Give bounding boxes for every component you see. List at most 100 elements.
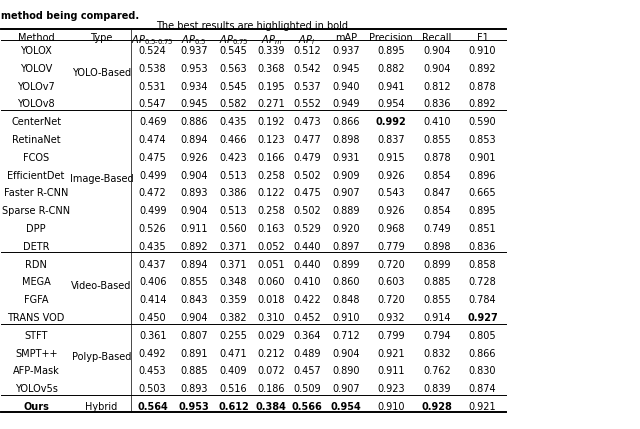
Text: 0.469: 0.469	[139, 117, 166, 127]
Text: 0.529: 0.529	[293, 224, 321, 234]
Text: Ours: Ours	[23, 402, 49, 412]
Text: Recall: Recall	[422, 33, 452, 43]
Text: 0.512: 0.512	[293, 46, 321, 56]
Text: 0.720: 0.720	[378, 260, 405, 269]
Text: The best results are highlighted in bold.: The best results are highlighted in bold…	[156, 21, 351, 30]
Text: 0.547: 0.547	[139, 100, 166, 109]
Text: 0.895: 0.895	[468, 206, 497, 216]
Text: 0.612: 0.612	[218, 402, 249, 412]
Text: 0.255: 0.255	[220, 331, 248, 341]
Text: 0.885: 0.885	[423, 277, 451, 287]
Text: 0.516: 0.516	[220, 384, 248, 394]
Text: YOLOv8: YOLOv8	[17, 100, 55, 109]
Text: 0.992: 0.992	[376, 117, 407, 127]
Text: Type: Type	[90, 33, 113, 43]
Text: 0.437: 0.437	[139, 260, 166, 269]
Text: 0.910: 0.910	[333, 313, 360, 323]
Text: 0.941: 0.941	[378, 82, 405, 91]
Text: 0.440: 0.440	[293, 260, 321, 269]
Text: 0.885: 0.885	[180, 366, 208, 376]
Text: 0.123: 0.123	[257, 135, 285, 145]
Text: 0.475: 0.475	[293, 188, 321, 198]
Text: 0.904: 0.904	[333, 348, 360, 359]
Text: 0.921: 0.921	[378, 348, 405, 359]
Text: 0.051: 0.051	[257, 260, 285, 269]
Text: 0.894: 0.894	[180, 135, 207, 145]
Text: 0.878: 0.878	[468, 82, 497, 91]
Text: 0.060: 0.060	[258, 277, 285, 287]
Text: 0.892: 0.892	[180, 242, 208, 252]
Text: 0.945: 0.945	[180, 100, 208, 109]
Text: 0.907: 0.907	[332, 384, 360, 394]
Text: 0.851: 0.851	[468, 224, 497, 234]
Text: 0.937: 0.937	[332, 46, 360, 56]
Text: 0.832: 0.832	[423, 348, 451, 359]
Text: AFP-Mask: AFP-Mask	[13, 366, 60, 376]
Text: $\mathit{AP}_{0.5}$: $\mathit{AP}_{0.5}$	[181, 33, 207, 47]
Text: 0.855: 0.855	[423, 135, 451, 145]
Text: 0.899: 0.899	[424, 260, 451, 269]
Text: 0.072: 0.072	[257, 366, 285, 376]
Text: F1: F1	[477, 33, 488, 43]
Text: RDN: RDN	[25, 260, 47, 269]
Text: 0.665: 0.665	[468, 188, 497, 198]
Text: 0.896: 0.896	[469, 170, 496, 181]
Text: 0.807: 0.807	[180, 331, 208, 341]
Text: 0.166: 0.166	[258, 153, 285, 163]
Text: 0.186: 0.186	[258, 384, 285, 394]
Text: TRANS VOD: TRANS VOD	[8, 313, 65, 323]
Text: FCOS: FCOS	[23, 153, 49, 163]
Text: 0.472: 0.472	[139, 188, 166, 198]
Text: Image-Based: Image-Based	[70, 175, 133, 184]
Text: 0.509: 0.509	[293, 384, 321, 394]
Text: 0.435: 0.435	[220, 117, 248, 127]
Text: STFT: STFT	[24, 331, 48, 341]
Text: 0.779: 0.779	[378, 242, 405, 252]
Text: 0.052: 0.052	[257, 242, 285, 252]
Text: 0.361: 0.361	[139, 331, 166, 341]
Text: 0.728: 0.728	[468, 277, 497, 287]
Text: 0.560: 0.560	[220, 224, 248, 234]
Text: 0.566: 0.566	[291, 402, 323, 412]
Text: 0.452: 0.452	[293, 313, 321, 323]
Text: 0.310: 0.310	[258, 313, 285, 323]
Text: RetinaNet: RetinaNet	[12, 135, 60, 145]
Text: 0.890: 0.890	[333, 366, 360, 376]
Text: 0.926: 0.926	[378, 206, 405, 216]
Text: 0.258: 0.258	[257, 170, 285, 181]
Text: 0.603: 0.603	[378, 277, 405, 287]
Text: 0.954: 0.954	[378, 100, 405, 109]
Text: 0.858: 0.858	[468, 260, 497, 269]
Text: 0.937: 0.937	[180, 46, 208, 56]
Text: 0.513: 0.513	[220, 170, 248, 181]
Text: 0.836: 0.836	[469, 242, 496, 252]
Text: 0.348: 0.348	[220, 277, 247, 287]
Text: 0.899: 0.899	[333, 260, 360, 269]
Text: 0.953: 0.953	[180, 63, 208, 74]
Text: 0.410: 0.410	[293, 277, 321, 287]
Text: 0.466: 0.466	[220, 135, 247, 145]
Text: 0.893: 0.893	[180, 188, 207, 198]
Text: 0.830: 0.830	[469, 366, 496, 376]
Text: 0.839: 0.839	[424, 384, 451, 394]
Text: 0.914: 0.914	[424, 313, 451, 323]
Text: 0.502: 0.502	[293, 170, 321, 181]
Text: FGFA: FGFA	[24, 295, 49, 305]
Text: 0.453: 0.453	[139, 366, 166, 376]
Text: 0.923: 0.923	[378, 384, 405, 394]
Text: 0.422: 0.422	[293, 295, 321, 305]
Text: 0.423: 0.423	[220, 153, 248, 163]
Text: Faster R-CNN: Faster R-CNN	[4, 188, 68, 198]
Text: 0.848: 0.848	[333, 295, 360, 305]
Text: 0.457: 0.457	[293, 366, 321, 376]
Text: 0.904: 0.904	[180, 313, 207, 323]
Text: 0.018: 0.018	[258, 295, 285, 305]
Text: 0.854: 0.854	[423, 170, 451, 181]
Text: 0.590: 0.590	[468, 117, 497, 127]
Text: 0.538: 0.538	[139, 63, 166, 74]
Text: Method: Method	[18, 33, 54, 43]
Text: 0.940: 0.940	[333, 82, 360, 91]
Text: 0.409: 0.409	[220, 366, 247, 376]
Text: 0.526: 0.526	[139, 224, 166, 234]
Text: 0.542: 0.542	[293, 63, 321, 74]
